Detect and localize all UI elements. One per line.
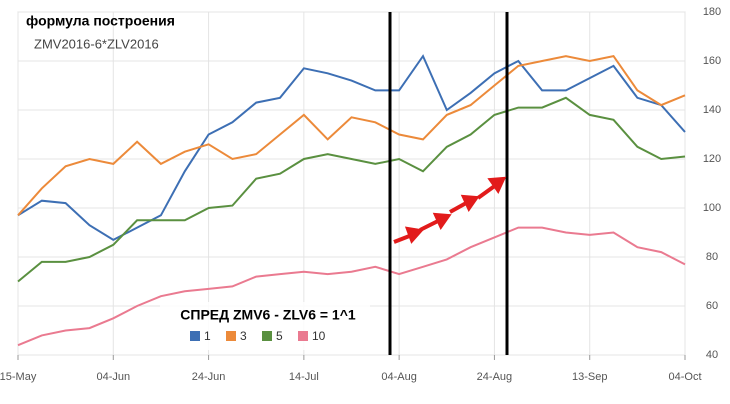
y-tick-label: 40 [706, 349, 718, 361]
chart-title: формула построения [26, 13, 175, 29]
y-tick-label: 80 [706, 251, 718, 263]
plot-area [17, 11, 686, 356]
legend-label: 10 [312, 329, 326, 343]
x-tick-label: 24-Aug [477, 371, 512, 383]
legend-label: 3 [240, 329, 247, 343]
x-tick-label: 24-Jun [192, 371, 226, 383]
legend-swatch [226, 331, 236, 341]
legend-swatch [190, 331, 200, 341]
series-line [17, 54, 686, 242]
y-tick-label: 100 [703, 202, 721, 214]
legend-swatch [298, 331, 308, 341]
arrows [393, 176, 507, 244]
y-tick-label: 160 [703, 55, 721, 67]
legend-title: СПРЕД ZMV6 - ZLV6 = 1^1 [180, 307, 356, 323]
lines [17, 54, 686, 347]
x-tick-label: 04-Aug [381, 371, 416, 383]
x-tick-label: 15-May [0, 371, 37, 383]
x-tick-label: 14-Jul [289, 371, 319, 383]
legend-label: 5 [276, 329, 283, 343]
grid [17, 11, 686, 356]
series-line [17, 96, 686, 283]
legend-box [160, 302, 370, 350]
legend: 1 3 5 10 [190, 329, 326, 343]
chart-subtitle: ZMV2016-6*ZLV2016 [34, 36, 159, 51]
series-line [17, 226, 686, 347]
legend-swatch [262, 331, 272, 341]
series-line [17, 54, 686, 216]
y-tick-label: 140 [703, 104, 721, 116]
x-tick-label: 13-Sep [572, 371, 607, 383]
y-tick-label: 120 [703, 153, 721, 165]
x-tick-label: 04-Oct [668, 371, 701, 383]
y-tick-label: 60 [706, 300, 718, 312]
x-tick-label: 04-Jun [96, 371, 130, 383]
y-tick-label: 180 [703, 6, 721, 18]
legend-label: 1 [204, 329, 211, 343]
